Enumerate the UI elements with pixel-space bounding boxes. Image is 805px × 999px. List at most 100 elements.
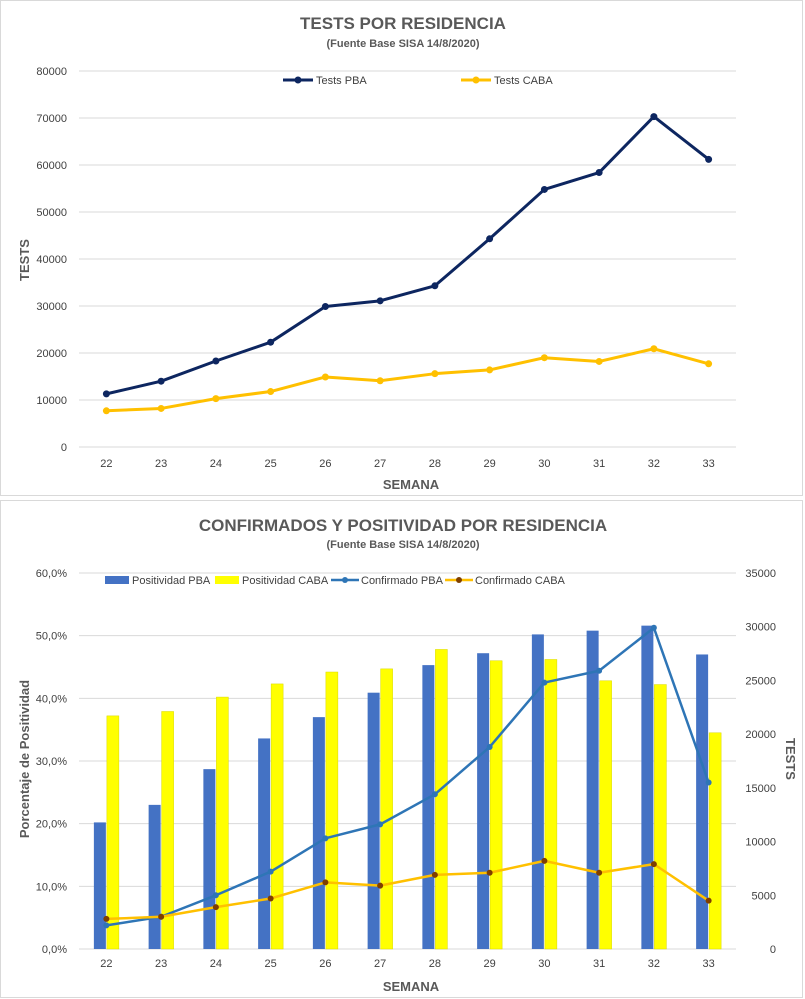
bar-positividad-pba [586,630,599,949]
legend-label-positividad-caba: Positividad CABA [242,575,329,587]
data-point-confirmado-pba [650,624,657,631]
legend-marker-confirmado-caba [456,577,462,583]
bar-positividad-pba [312,717,325,949]
series-line-confirmado-pba [106,626,710,927]
series-line-confirmado-caba [106,859,710,921]
legend-label-tests-caba: Tests CABA [494,75,553,87]
legend-swatch-positividad-pba [105,576,129,584]
x-tick-label: 29 [484,958,496,970]
legend-marker-tests-pba [294,76,302,84]
y-axis-ticks: 0 10000 20000 30000 40000 50000 60000 70000 8000… [36,66,67,454]
x-tick-label: 23 [155,958,167,970]
bar-positividad-caba [654,684,667,950]
legend: Tests PBA Tests CABA [283,75,553,87]
bar-positividad-caba [380,668,393,950]
bar-positividad-pba [148,804,161,949]
x-tick-label: 26 [319,458,331,470]
data-point-confirmado-caba [212,904,219,911]
x-tick-label: 33 [703,958,715,970]
series-line-tests-pba [106,115,710,396]
data-point-tests-pba [486,235,494,243]
y-axis-title: Porcentaje de Positividad [17,680,32,838]
data-point-confirmado-caba [267,895,274,902]
data-point-tests-pba [540,185,548,193]
data-point-confirmado-caba [322,879,329,886]
legend-marker-confirmado-pba [342,577,348,583]
bar-positividad-caba [544,659,558,950]
legend-label-tests-pba: Tests PBA [316,75,367,87]
data-point-confirmado-pba [596,667,603,674]
grid-lines [79,70,736,448]
data-point-tests-pba [376,297,384,305]
x-tick-label: 26 [319,958,331,970]
y-tick-label: 60000 [36,160,67,172]
tests-chart: TESTS POR RESIDENCIA (Fuente Base SISA 1… [17,14,736,492]
data-point-tests-pba [321,302,329,310]
y-tick-label: 0,0% [42,944,67,956]
x-tick-label: 30 [538,958,550,970]
data-point-confirmado-caba [705,897,712,904]
data-point-tests-caba [157,404,165,412]
x-tick-label: 31 [593,458,605,470]
y2-tick-label: 25000 [745,675,776,687]
y-tick-label: 10000 [36,395,67,407]
data-point-tests-caba [595,357,603,365]
data-point-tests-pba [650,113,658,121]
data-point-confirmado-pba [267,868,274,875]
bar-positividad-caba [489,660,503,950]
data-point-confirmado-pba [103,922,110,929]
x-tick-label: 24 [210,458,222,470]
bar-positividad-caba [325,671,339,950]
x-tick-label: 22 [100,458,112,470]
x-tick-label: 28 [429,458,441,470]
bar-positividad-caba [708,732,722,950]
data-point-tests-caba [431,370,439,378]
bar-layer [93,625,722,950]
chart-title: TESTS POR RESIDENCIA [300,14,506,33]
x-tick-label: 32 [648,458,660,470]
bar-positividad-pba [367,692,380,949]
positividad-chart: CONFIRMADOS Y POSITIVIDAD POR RESIDENCIA… [17,516,798,994]
x-tick-label: 27 [374,458,386,470]
x-tick-label: 25 [265,458,277,470]
bar-positividad-pba [258,738,271,949]
bar-positividad-caba [216,696,229,950]
y-tick-label: 30000 [36,301,67,313]
data-point-tests-caba [486,366,494,374]
legend-marker-tests-caba [472,76,480,84]
y2-axis-title: TESTS [783,738,798,780]
bar-positividad-caba [106,715,120,950]
y-tick-label: 20,0% [36,819,67,831]
data-point-tests-pba [212,357,220,365]
tests-chart-panel: TESTS POR RESIDENCIA (Fuente Base SISA 1… [0,0,803,496]
data-point-tests-caba [321,373,329,381]
data-point-confirmado-pba [322,835,329,842]
data-point-confirmado-caba [158,913,165,920]
y-tick-label: 60,0% [36,568,67,580]
x-axis-title: SEMANA [383,477,440,492]
x-tick-label: 23 [155,458,167,470]
bar-positividad-pba [203,769,216,949]
bar-positividad-pba [93,822,106,949]
data-point-confirmado-caba [377,882,384,889]
data-point-confirmado-pba [486,744,493,751]
data-point-confirmado-caba [103,915,110,922]
x-axis-ticks: 22 23 24 25 26 27 28 29 30 31 32 33 [100,458,715,470]
y-tick-label: 40,0% [36,693,67,705]
series-layer [102,113,713,415]
grid-lines [79,572,736,950]
x-tick-label: 24 [210,958,222,970]
x-tick-label: 29 [484,458,496,470]
y2-tick-label: 15000 [745,783,776,795]
bar-positividad-caba [435,649,448,950]
x-tick-label: 33 [703,458,715,470]
chart-subtitle: (Fuente Base SISA 14/8/2020) [326,38,479,50]
y-tick-label: 70000 [36,113,67,125]
y2-tick-label: 5000 [752,890,776,902]
data-point-tests-caba [376,377,384,385]
y-tick-label: 50,0% [36,631,67,643]
y-tick-label: 80000 [36,66,67,78]
y2-tick-label: 30000 [745,622,776,634]
y2-tick-label: 20000 [745,729,776,741]
data-point-tests-caba [705,360,713,368]
